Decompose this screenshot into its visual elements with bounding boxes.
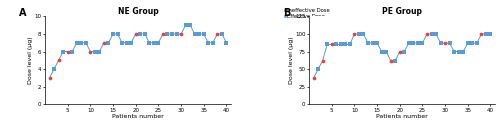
Point [436, 42, 444, 44]
Point [486, 33, 494, 35]
Point [122, 42, 130, 44]
Point [478, 33, 486, 35]
Title: NE Group: NE Group [118, 7, 158, 16]
Point [400, 50, 408, 53]
Point [132, 33, 140, 35]
Point [172, 33, 180, 35]
Point [96, 50, 104, 53]
Legend: Ineffective Dose, Effective Dose: Ineffective Dose, Effective Dose [283, 8, 331, 20]
Text: B: B [283, 8, 290, 18]
Point [200, 33, 207, 35]
Point [104, 42, 112, 44]
Point [177, 33, 185, 35]
Point [328, 43, 336, 46]
Point [195, 33, 203, 35]
Point [355, 33, 363, 35]
Point [373, 42, 381, 44]
Point [78, 42, 86, 44]
Point [109, 33, 117, 35]
Point [310, 77, 318, 79]
Point [64, 50, 72, 53]
Point [118, 42, 126, 44]
Point [50, 68, 58, 70]
Point [391, 60, 399, 62]
Point [136, 33, 144, 35]
Point [209, 42, 217, 44]
Point [141, 33, 149, 35]
Point [182, 24, 190, 26]
Point [446, 42, 454, 44]
Point [337, 43, 345, 46]
Point [350, 33, 358, 35]
Point [418, 42, 426, 44]
Point [127, 42, 135, 44]
Point [114, 33, 122, 35]
Point [54, 59, 62, 61]
Point [150, 42, 158, 44]
Point [468, 42, 476, 44]
Y-axis label: Dose level (µg): Dose level (µg) [28, 36, 33, 84]
Point [100, 42, 108, 44]
Point [454, 50, 462, 53]
Point [218, 33, 226, 35]
Point [482, 33, 490, 35]
Point [154, 42, 162, 44]
Point [332, 43, 340, 46]
Point [46, 77, 54, 79]
Point [86, 50, 94, 53]
Y-axis label: Dose level (µg): Dose level (µg) [288, 36, 294, 84]
Point [318, 60, 326, 62]
Point [378, 50, 386, 53]
Point [405, 42, 413, 44]
Point [190, 33, 198, 35]
Point [314, 68, 322, 70]
Point [342, 43, 349, 46]
Point [364, 42, 372, 44]
Point [214, 33, 222, 35]
Point [159, 33, 167, 35]
Point [460, 50, 468, 53]
Title: PE Group: PE Group [382, 7, 422, 16]
Point [91, 50, 99, 53]
Point [410, 42, 418, 44]
Point [368, 42, 376, 44]
Point [168, 33, 176, 35]
Point [450, 50, 458, 53]
Point [204, 42, 212, 44]
Point [186, 24, 194, 26]
Point [68, 50, 76, 53]
Point [432, 33, 440, 35]
Point [360, 33, 368, 35]
Point [346, 43, 354, 46]
Point [323, 43, 331, 46]
Point [222, 42, 230, 44]
Point [386, 60, 394, 62]
Text: A: A [19, 8, 26, 18]
Point [59, 50, 67, 53]
Point [382, 50, 390, 53]
Point [82, 42, 90, 44]
Point [414, 42, 422, 44]
Point [423, 33, 431, 35]
Point [441, 42, 449, 44]
Point [396, 50, 404, 53]
Point [146, 42, 154, 44]
X-axis label: Patients number: Patients number [376, 114, 428, 119]
Point [164, 33, 172, 35]
Point [473, 42, 481, 44]
X-axis label: Patients number: Patients number [112, 114, 164, 119]
Point [428, 33, 436, 35]
Point [464, 42, 472, 44]
Point [72, 42, 80, 44]
